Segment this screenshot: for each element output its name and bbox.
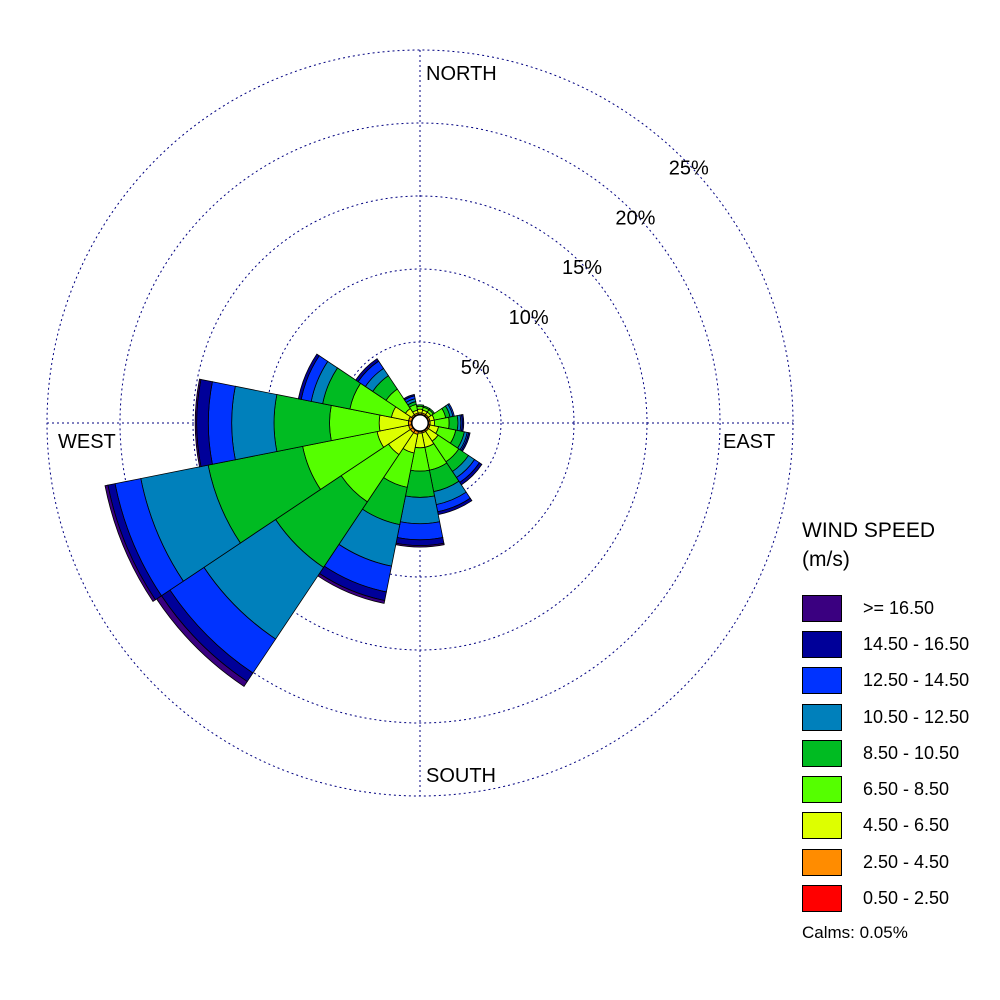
- petal-segment-nw-bin-7: [355, 358, 380, 383]
- legend-items: >= 16.50 14.50 - 16.50 12.50 - 14.50 10.50 …: [802, 590, 992, 917]
- legend-swatch: [802, 885, 842, 913]
- legend-title: WIND SPEED (m/s): [802, 516, 992, 574]
- legend-item: 8.50 - 10.50: [802, 735, 992, 771]
- legend-label: 4.50 - 6.50: [863, 815, 950, 836]
- ring-label: 10%: [509, 307, 549, 329]
- legend-swatch: [802, 630, 842, 658]
- petal-layer: [104, 353, 483, 687]
- legend-title-line2: (m/s): [802, 548, 850, 571]
- petal-segment-wnw-bin-7: [297, 353, 320, 400]
- legend-label: 8.50 - 10.50: [863, 742, 960, 763]
- petal-segment-wsw-bin-8: [104, 484, 156, 602]
- legend-label: 12.50 - 14.50: [863, 670, 970, 691]
- petal-segment-w-bin-8: [194, 378, 202, 468]
- petal-segment-n-bin-4: [415, 404, 425, 408]
- grid-ring: [119, 122, 721, 724]
- calm-center-circle: [411, 414, 429, 432]
- petal-segment-w-bin-6: [208, 381, 236, 465]
- ring-label: 15%: [562, 257, 602, 279]
- legend-swatch: [802, 739, 842, 767]
- ring-label: 5%: [461, 357, 490, 379]
- legend-item: 2.50 - 4.50: [802, 844, 992, 880]
- compass-label-south: SOUTH: [426, 765, 496, 787]
- legend-item: 6.50 - 8.50: [802, 771, 992, 807]
- legend-swatch: [802, 776, 842, 804]
- grid-layer: [46, 49, 794, 797]
- legend-swatch: [802, 703, 842, 731]
- legend-item: 10.50 - 12.50: [802, 699, 992, 735]
- wind-speed-legend: WIND SPEED (m/s) >= 16.50 14.50 - 16.50 12…: [802, 516, 992, 943]
- legend-item: >= 16.50: [802, 590, 992, 626]
- legend-swatch: [802, 848, 842, 876]
- ring-label: 20%: [615, 207, 655, 229]
- legend-swatch: [802, 812, 842, 840]
- legend-label: 0.50 - 2.50: [863, 888, 950, 909]
- legend-label: 10.50 - 12.50: [863, 706, 970, 727]
- petal-segment-w-bin-5: [231, 385, 278, 461]
- calms-text: Calms: 0.05%: [802, 922, 908, 942]
- petal-segment-s-bin-6: [396, 521, 444, 541]
- petal-segment-nnw-bin-7: [403, 393, 416, 401]
- legend-label: 2.50 - 4.50: [863, 851, 950, 872]
- legend-title-line1: WIND SPEED: [802, 519, 936, 542]
- petal-segment-e-bin-4: [448, 415, 459, 431]
- petal-segment-s-bin-5: [399, 495, 441, 525]
- legend-item: 14.50 - 16.50: [802, 626, 992, 662]
- legend-item: 4.50 - 6.50: [802, 808, 992, 844]
- legend-label: >= 16.50: [863, 597, 935, 618]
- compass-label-north: NORTH: [426, 63, 497, 85]
- legend-swatch: [802, 667, 842, 695]
- legend-swatch: [802, 594, 842, 622]
- legend-label: 6.50 - 8.50: [863, 779, 950, 800]
- compass-label-east: EAST: [723, 431, 775, 453]
- legend-item: 12.50 - 14.50: [802, 663, 992, 699]
- legend-item: 0.50 - 2.50: [802, 880, 992, 916]
- label-layer: NORTH EAST SOUTH WEST 5% 10% 15% 20% 25%: [58, 63, 775, 787]
- ring-label: 25%: [669, 158, 709, 180]
- compass-label-west: WEST: [58, 431, 116, 453]
- legend-label: 14.50 - 16.50: [863, 633, 970, 654]
